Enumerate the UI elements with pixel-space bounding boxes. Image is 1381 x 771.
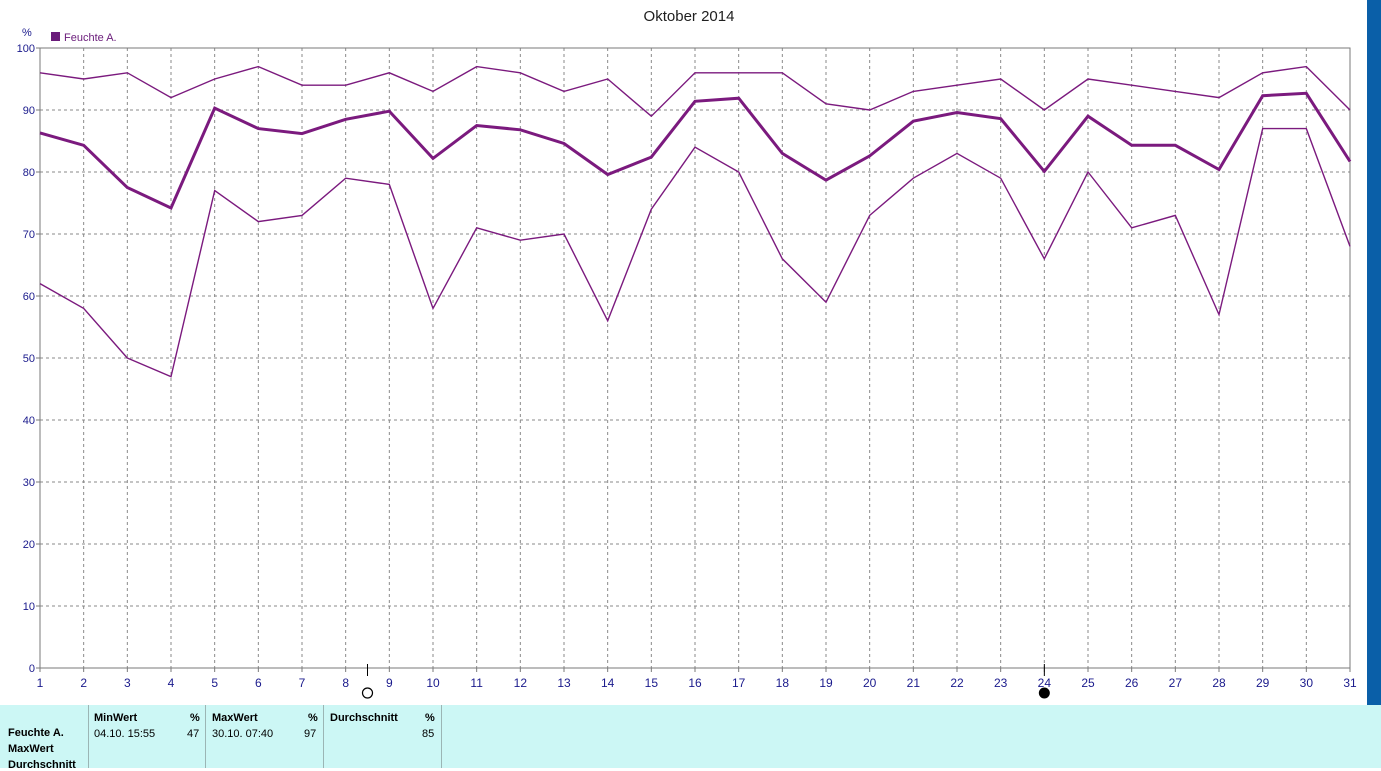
y-tick-label: 100: [17, 43, 35, 55]
y-tick-label: 90: [23, 105, 35, 117]
y-axis-unit: %: [22, 27, 32, 39]
chart-title: Oktober 2014: [644, 8, 735, 25]
x-tick-label: 4: [168, 676, 175, 690]
humidity-chart: Oktober 2014 % Feuchte A. 0 10 20 30 40 50 60 7…: [17, 8, 1357, 699]
y-tick-label: 10: [23, 601, 35, 613]
legend-swatch: [51, 32, 60, 41]
min-value: 47: [187, 728, 200, 740]
x-tick-label: 3: [124, 676, 131, 690]
max-value: 97: [304, 728, 317, 740]
avg-unit: %: [425, 712, 435, 724]
y-tick-label: 50: [23, 353, 35, 365]
x-tick-label: 16: [688, 676, 702, 690]
max-unit: %: [308, 712, 318, 724]
max-header: MaxWert: [212, 712, 258, 724]
y-tick-label: 40: [23, 415, 35, 427]
x-tick-label: 12: [514, 676, 528, 690]
x-tick-label: 14: [601, 676, 615, 690]
x-tick-label: 26: [1125, 676, 1139, 690]
y-tick-label: 0: [29, 663, 35, 675]
x-tick-label: 6: [255, 676, 262, 690]
x-tick-label: 1: [37, 676, 44, 690]
y-tick-label: 80: [23, 167, 35, 179]
series-line: [39, 91, 1352, 211]
x-tick-label: 15: [645, 676, 659, 690]
x-tick-label: 22: [950, 676, 964, 690]
x-tick-label: 10: [426, 676, 440, 690]
x-tick-label: 11: [470, 676, 483, 690]
column-divider: [441, 705, 442, 768]
avg-header: Durchschnitt: [330, 712, 398, 724]
stats-row-label-max: MaxWert: [8, 743, 54, 755]
x-tick-label: 31: [1343, 676, 1357, 690]
x-tick-label: 17: [732, 676, 746, 690]
new-moon-icon: [1038, 687, 1050, 699]
y-tick-label: 30: [23, 477, 35, 489]
series-line: [39, 127, 1351, 378]
column-divider: [323, 705, 324, 768]
full-moon-icon: [361, 687, 374, 699]
stats-row-label-sensor: Feuchte A.: [8, 727, 64, 739]
x-tick-label: 5: [211, 676, 218, 690]
x-tick-label: 9: [386, 676, 393, 690]
x-tick-label: 30: [1300, 676, 1314, 690]
x-tick-label: 27: [1169, 676, 1183, 690]
x-tick-label: 13: [557, 676, 571, 690]
stats-panel: Feuchte A. MaxWert Durchschnitt MinWert …: [0, 705, 1381, 771]
x-tick-label: 7: [299, 676, 306, 690]
column-divider: [88, 705, 89, 768]
x-tick-label: 20: [863, 676, 877, 690]
column-divider: [205, 705, 206, 768]
x-tick-label: 18: [776, 676, 790, 690]
series-line: [39, 65, 1351, 118]
max-date: 30.10. 07:40: [212, 728, 274, 740]
min-date: 04.10. 15:55: [94, 728, 156, 740]
window-edge: [1367, 0, 1381, 705]
avg-value: 85: [422, 728, 435, 740]
x-tick-label: 19: [819, 676, 833, 690]
y-tick-label: 20: [23, 539, 35, 551]
legend-label: Feuchte A.: [64, 32, 117, 44]
min-header: MinWert: [94, 712, 138, 724]
x-tick-label: 21: [907, 676, 921, 690]
x-tick-label: 24: [1038, 676, 1052, 690]
x-tick-label: 28: [1212, 676, 1226, 690]
min-unit: %: [190, 712, 200, 724]
y-tick-label: 60: [23, 291, 35, 303]
x-tick-label: 29: [1256, 676, 1270, 690]
stats-row-label-avg: Durchschnitt: [8, 759, 76, 771]
x-tick-label: 2: [80, 676, 87, 690]
y-tick-label: 70: [23, 229, 35, 241]
x-tick-label: 25: [1081, 676, 1095, 690]
x-tick-label: 8: [342, 676, 349, 690]
x-tick-label: 23: [994, 676, 1008, 690]
